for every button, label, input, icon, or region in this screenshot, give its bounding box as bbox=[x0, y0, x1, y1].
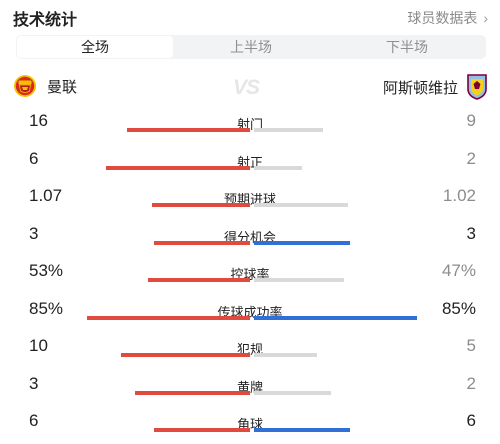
away-stat-bar bbox=[254, 203, 348, 207]
home-stat-bar bbox=[154, 240, 250, 245]
away-stat-value: 2 bbox=[466, 373, 476, 393]
away-stat-bar bbox=[254, 390, 331, 395]
player-data-link-label: 球员数据表 bbox=[407, 10, 478, 26]
home-stat-bar bbox=[87, 315, 250, 320]
away-stat-bar bbox=[254, 353, 317, 357]
away-stat-value: 6 bbox=[466, 411, 476, 430]
home-stat-bar bbox=[154, 428, 250, 432]
stat-label: 得分机会 bbox=[223, 229, 276, 245]
aston-villa-crest-icon bbox=[467, 74, 487, 100]
stat-row: 3 得分机会 3 bbox=[0, 219, 500, 257]
player-data-link[interactable]: 球员数据表 › bbox=[407, 8, 488, 28]
stat-row: 16 射门 9 bbox=[0, 106, 500, 144]
home-stat-bar bbox=[135, 390, 250, 395]
away-stat-bar bbox=[254, 428, 350, 432]
period-tabs: 全场 上半场 下半场 bbox=[16, 35, 486, 59]
home-stat-value: 3 bbox=[29, 223, 39, 243]
home-team-name: 曼联 bbox=[47, 78, 78, 96]
stat-label: 预期进球 bbox=[223, 192, 276, 207]
stat-row: 1.07 预期进球 1.02 bbox=[0, 181, 500, 219]
home-stat-value: 53% bbox=[29, 261, 64, 280]
manchester-united-crest-icon bbox=[14, 75, 36, 97]
stat-row: 3 黄牌 2 bbox=[0, 369, 500, 407]
stat-label: 角球 bbox=[236, 417, 263, 432]
away-stat-value: 5 bbox=[466, 336, 476, 355]
stats-header: 技术统计 球员数据表 › bbox=[0, 0, 500, 34]
stat-row: 85% 传球成功率 85% bbox=[0, 294, 500, 332]
away-stat-bar bbox=[254, 315, 417, 320]
away-stat-value: 9 bbox=[466, 111, 476, 130]
home-stat-bar bbox=[148, 278, 250, 282]
home-stat-value: 6 bbox=[29, 411, 39, 430]
away-stat-value: 3 bbox=[466, 223, 476, 243]
home-stat-value: 16 bbox=[29, 111, 48, 130]
stat-label: 传球成功率 bbox=[217, 304, 283, 320]
away-stat-value: 2 bbox=[466, 148, 476, 168]
stat-label: 犯规 bbox=[236, 342, 263, 357]
chevron-right-icon: › bbox=[483, 10, 488, 26]
away-stat-value: 47% bbox=[441, 261, 476, 280]
away-stat-value: 1.02 bbox=[442, 186, 476, 205]
vs-label: VS bbox=[233, 76, 260, 99]
away-stat-bar bbox=[254, 165, 302, 170]
home-stat-bar bbox=[106, 165, 250, 170]
page-title: 技术统计 bbox=[13, 12, 78, 29]
home-stat-value: 85% bbox=[29, 298, 64, 318]
home-stat-value: 1.07 bbox=[29, 186, 63, 205]
stat-label: 控球率 bbox=[230, 267, 270, 282]
tab-second-half[interactable]: 下半场 bbox=[386, 39, 428, 55]
away-team: 阿斯顿维拉 bbox=[383, 74, 488, 100]
stat-label: 黄牌 bbox=[236, 379, 263, 395]
home-stat-bar bbox=[152, 203, 250, 207]
away-stat-value: 85% bbox=[441, 298, 476, 318]
home-team: 曼联 bbox=[13, 74, 77, 98]
stats-list: 16 射门 9 6 射正 2 1.07 预期进球 1.02 3 得分机会 3 53% 控球率 47% 85% 传… bbox=[0, 106, 500, 444]
away-stat-bar bbox=[254, 128, 323, 132]
stat-row: 6 角球 6 bbox=[0, 406, 500, 444]
away-stat-bar bbox=[254, 240, 350, 245]
stat-label: 射门 bbox=[236, 117, 263, 132]
stat-row: 53% 控球率 47% bbox=[0, 256, 500, 294]
tab-full-match[interactable]: 全场 bbox=[17, 36, 173, 58]
stat-row: 6 射正 2 bbox=[0, 144, 500, 182]
tab-first-half[interactable]: 上半场 bbox=[230, 39, 272, 55]
stat-row: 10 犯规 5 bbox=[0, 331, 500, 369]
stat-label: 射正 bbox=[236, 154, 263, 170]
away-team-name: 阿斯顿维拉 bbox=[382, 79, 458, 97]
teams-row: 曼联 VS 阿斯顿维拉 bbox=[0, 72, 500, 102]
home-stat-bar bbox=[127, 128, 250, 132]
home-stat-bar bbox=[121, 353, 250, 357]
home-stat-value: 3 bbox=[29, 373, 39, 393]
away-stat-bar bbox=[254, 278, 344, 282]
home-stat-value: 6 bbox=[29, 148, 39, 168]
home-stat-value: 10 bbox=[29, 336, 48, 355]
